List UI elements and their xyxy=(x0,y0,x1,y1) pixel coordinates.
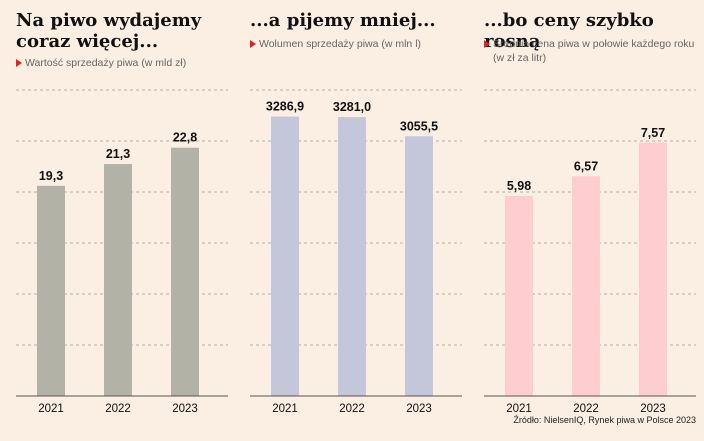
bar-2023 xyxy=(171,147,199,396)
data-label: 7,57 xyxy=(641,126,665,140)
x-tick-label: 2022 xyxy=(105,403,131,415)
chart-subtitle-text: Średnia cena piwa w połowie każdego roku… xyxy=(493,38,695,64)
chart-title: ...a pijemy mniej... xyxy=(250,10,436,31)
bar-2023 xyxy=(405,136,433,396)
x-tick-label: 2023 xyxy=(640,403,666,415)
data-label: 22,8 xyxy=(173,131,197,145)
bar-2023 xyxy=(639,142,667,396)
chart-canvas: 3286,9 2021 3281,0 2022 3055,5 2023 xyxy=(250,89,462,415)
bar-2021 xyxy=(271,116,299,397)
chart-canvas: 19,3 2021 21,3 2022 22,8 2023 xyxy=(16,89,228,415)
x-tick-label: 2023 xyxy=(172,403,198,415)
panel-volume: ...a pijemy mniej... Wolumen sprzedaży p… xyxy=(250,0,480,441)
source-note: Źródło: NielsenIQ, Rynek piwa w Polsce 2… xyxy=(513,415,696,425)
chart-subtitle: Średnia cena piwa w połowie każdego roku… xyxy=(484,37,704,65)
data-label: 5,98 xyxy=(507,179,531,193)
chart-subtitle-text: Wolumen sprzedaży piwa (w mln l) xyxy=(259,38,422,50)
bar-2022 xyxy=(338,117,366,397)
chart-subtitle-text: Wartość sprzedaży piwa (w mld zł) xyxy=(25,57,187,69)
data-label: 3281,0 xyxy=(333,100,371,114)
triangle-marker-icon xyxy=(16,59,22,67)
bar-2022 xyxy=(104,164,132,396)
chart-subtitle: Wartość sprzedaży piwa (w mld zł) xyxy=(16,56,240,70)
bar-2021 xyxy=(505,196,533,396)
panel-price: ...bo ceny szybko rosną Średnia cena piw… xyxy=(484,0,704,441)
chart-title: ...bo ceny szybko rosną xyxy=(484,10,654,52)
x-tick-label: 2022 xyxy=(339,403,365,415)
x-tick-label: 2022 xyxy=(573,403,599,415)
x-tick-label: 2023 xyxy=(406,403,432,415)
data-label: 3286,9 xyxy=(266,100,304,114)
x-tick-label: 2021 xyxy=(38,403,64,415)
x-tick-label: 2021 xyxy=(272,403,298,415)
triangle-marker-icon xyxy=(484,40,490,48)
data-label: 21,3 xyxy=(106,147,130,161)
x-tick-label: 2021 xyxy=(506,403,532,415)
panel-value: Na piwo wydajemy coraz więcej... Wartość… xyxy=(16,0,246,441)
data-label: 6,57 xyxy=(574,159,598,173)
chart-subtitle: Wolumen sprzedaży piwa (w mln l) xyxy=(250,37,474,51)
bar-2021 xyxy=(37,185,65,396)
bar-2022 xyxy=(572,176,600,396)
chart-title: Na piwo wydajemy coraz więcej... xyxy=(16,10,202,52)
chart-canvas: 5,98 2021 6,57 2022 7,57 2023 xyxy=(484,89,696,415)
data-label: 19,3 xyxy=(39,169,63,183)
triangle-marker-icon xyxy=(250,40,256,48)
data-label: 3055,5 xyxy=(400,119,438,133)
